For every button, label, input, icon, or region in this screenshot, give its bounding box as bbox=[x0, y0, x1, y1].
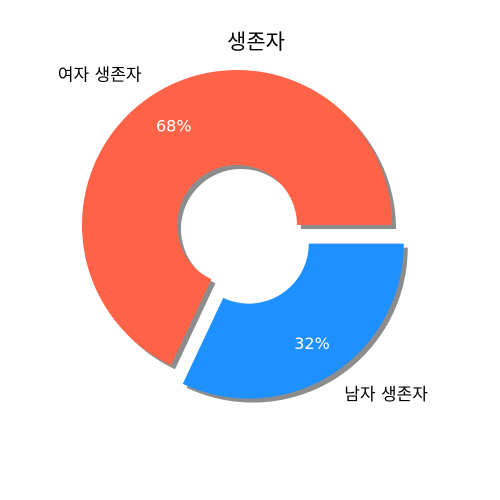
slice-0 bbox=[81, 70, 392, 366]
slice-percent-label-1: 32% bbox=[294, 334, 330, 353]
slice-category-label-1: 남자 생존자 bbox=[344, 385, 428, 405]
slice-labels: 68% 여자 생존자 32% 남자 생존자 bbox=[58, 65, 428, 405]
chart-title: 생존자 bbox=[227, 30, 285, 54]
slice-1 bbox=[182, 243, 404, 399]
slices bbox=[81, 70, 404, 399]
slice-category-label-0: 여자 생존자 bbox=[58, 65, 142, 85]
slice-percent-label-0: 68% bbox=[156, 116, 192, 135]
